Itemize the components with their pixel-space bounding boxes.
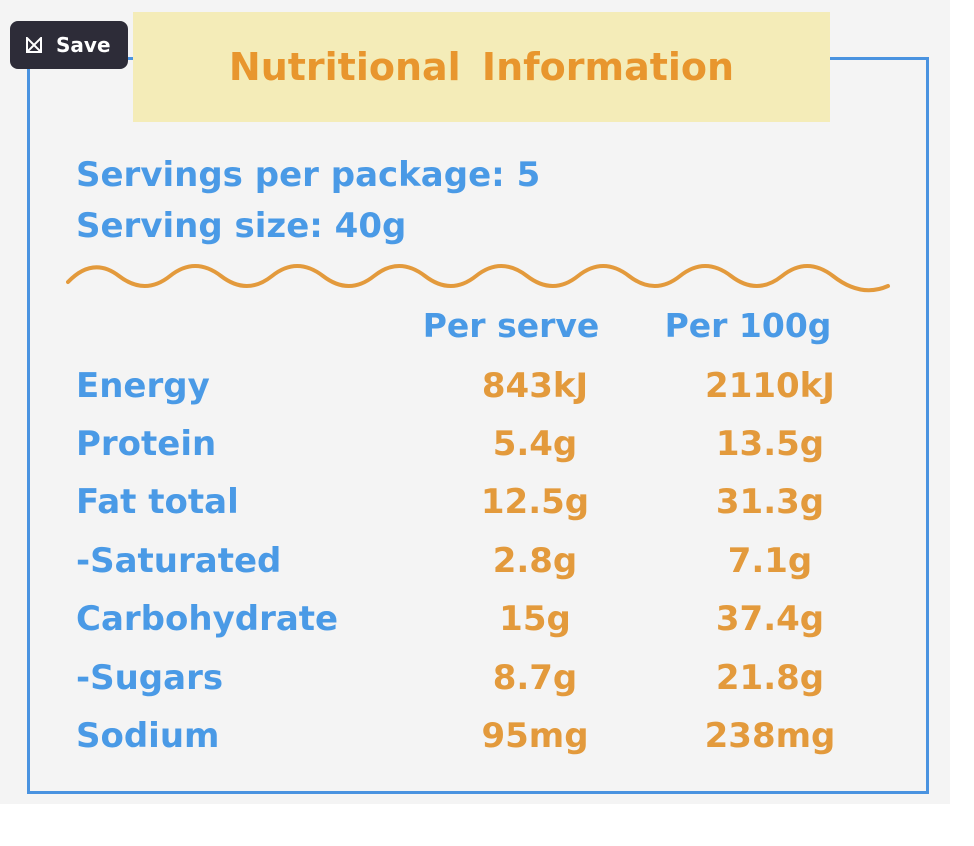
save-label: Save: [56, 33, 111, 57]
column-header-per-100g: Per 100g: [664, 306, 832, 345]
per-100g-value: 2110kJ: [705, 366, 835, 406]
nutrient-row: Sodium 95mg 238mg: [0, 716, 950, 766]
per-100g-value: 7.1g: [727, 541, 813, 581]
nutrient-label: Sodium: [76, 716, 220, 756]
column-header-per-serve: Per serve: [422, 306, 600, 345]
servings-per-package: Servings per package: 5: [76, 155, 541, 195]
title-banner: Nutritional Information: [133, 12, 830, 122]
bookmark-icon: [26, 37, 42, 53]
per-serve-value: 843kJ: [481, 366, 589, 406]
nutrient-label: -Sugars: [76, 658, 224, 698]
nutrient-row: Fat total 12.5g 31.3g: [0, 482, 950, 532]
serving-size: Serving size: 40g: [76, 206, 407, 246]
nutrient-row: Energy 843kJ 2110kJ: [0, 366, 950, 416]
label-title: Nutritional Information: [228, 45, 735, 89]
nutrient-row: Protein 5.4g 13.5g: [0, 424, 950, 474]
nutrient-row: -Saturated 2.8g 7.1g: [0, 541, 950, 591]
nutrient-label: Fat total: [76, 482, 239, 522]
wavy-divider: [66, 264, 890, 293]
per-serve-value: 15g: [499, 599, 571, 639]
per-serve-value: 12.5g: [480, 482, 590, 522]
save-button[interactable]: Save: [10, 21, 128, 69]
per-serve-value: 8.7g: [492, 658, 578, 698]
nutrient-label: Carbohydrate: [76, 599, 339, 639]
per-100g-value: 238mg: [704, 716, 836, 756]
per-100g-value: 37.4g: [715, 599, 825, 639]
per-100g-value: 13.5g: [715, 424, 825, 464]
nutrient-row: Carbohydrate 15g 37.4g: [0, 599, 950, 649]
nutrition-label-image: Nutritional Information Servings per pac…: [0, 0, 950, 804]
nutrient-label: -Saturated: [76, 541, 282, 581]
per-100g-value: 21.8g: [715, 658, 825, 698]
nutrient-row: -Sugars 8.7g 21.8g: [0, 658, 950, 708]
per-serve-value: 5.4g: [492, 424, 578, 464]
nutrient-label: Protein: [76, 424, 217, 464]
per-100g-value: 31.3g: [715, 482, 825, 522]
per-serve-value: 95mg: [481, 716, 589, 756]
per-serve-value: 2.8g: [492, 541, 578, 581]
nutrient-label: Energy: [76, 366, 210, 406]
